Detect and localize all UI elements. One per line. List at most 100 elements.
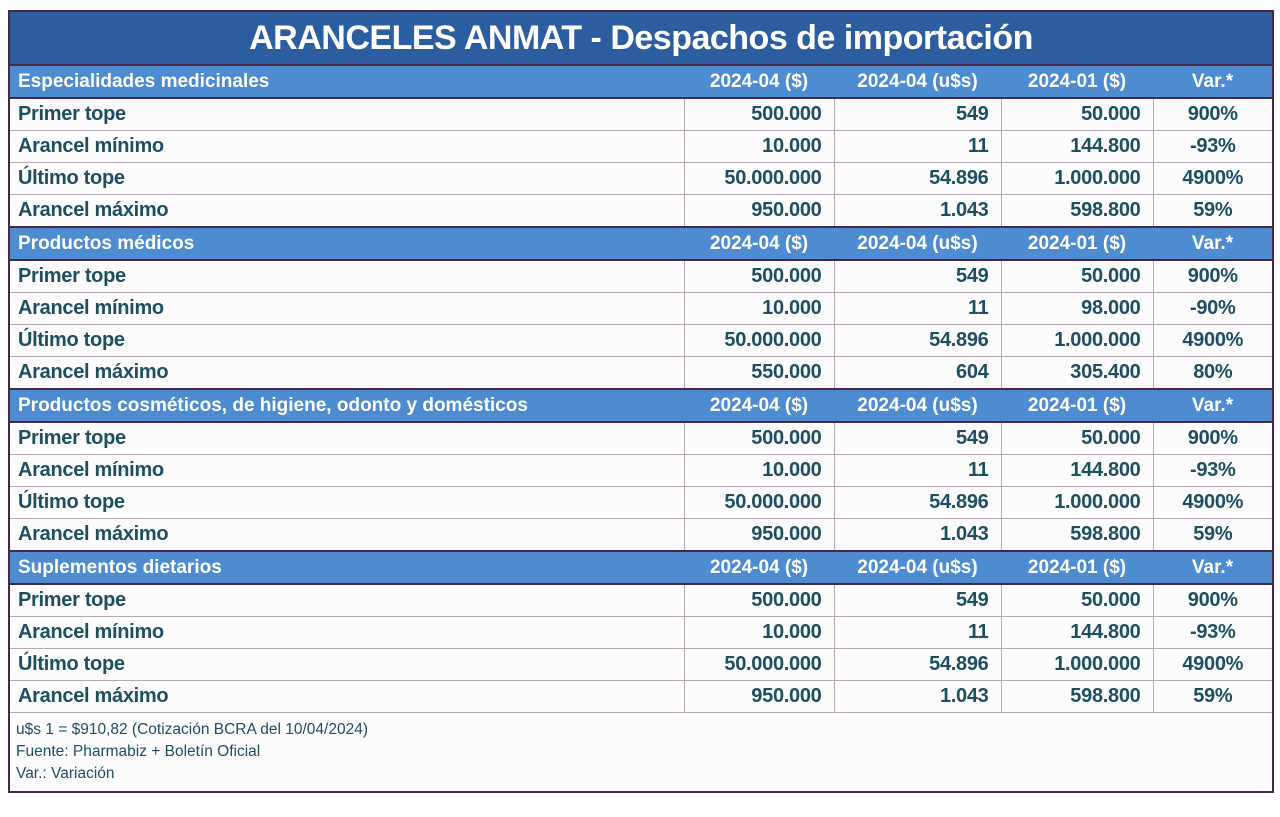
page-title: ARANCELES ANMAT - Despachos de importaci…	[9, 11, 1274, 66]
value-2024-04-ars: 950.000	[683, 680, 834, 713]
value-2024-04-usd: 54.896	[833, 486, 1001, 519]
column-header-2024-01-ars: 2024-01 ($)	[1001, 64, 1153, 99]
section-title: Especialidades medicinales	[9, 64, 684, 99]
value-variation: 4900%	[1152, 486, 1274, 519]
value-2024-04-ars: 50.000.000	[683, 486, 834, 519]
value-2024-04-ars: 500.000	[683, 98, 834, 131]
table-row: Primer tope 500.000 549 50.000 900%	[9, 422, 1274, 455]
value-2024-01-ars: 144.800	[1000, 454, 1153, 487]
footnote-var-definition: Var.: Variación	[16, 765, 115, 782]
value-2024-04-usd: 1.043	[833, 194, 1001, 228]
footnotes: u$s 1 = $910,82 (Cotización BCRA del 10/…	[9, 712, 1274, 792]
table-row: Arancel máximo 550.000 604 305.400 80%	[9, 356, 1274, 390]
column-header-variation: Var.*	[1153, 226, 1274, 261]
value-variation: -93%	[1152, 616, 1274, 649]
value-2024-04-ars: 50.000.000	[683, 162, 834, 195]
value-2024-04-usd: 11	[833, 130, 1001, 163]
value-variation: -93%	[1152, 454, 1274, 487]
value-2024-04-usd: 54.896	[833, 162, 1001, 195]
value-2024-01-ars: 598.800	[1000, 518, 1153, 552]
value-2024-04-ars: 10.000	[683, 292, 834, 325]
title-row: ARANCELES ANMAT - Despachos de importaci…	[9, 11, 1274, 66]
value-2024-04-ars: 500.000	[683, 584, 834, 617]
row-label: Arancel máximo	[9, 680, 684, 713]
value-2024-04-usd: 54.896	[833, 324, 1001, 357]
column-header-variation: Var.*	[1153, 388, 1274, 423]
table-row: Arancel máximo 950.000 1.043 598.800 59%	[9, 194, 1274, 228]
row-label: Arancel mínimo	[9, 616, 684, 649]
value-2024-04-usd: 11	[833, 454, 1001, 487]
row-label: Último tope	[9, 324, 684, 357]
table-row: Arancel mínimo 10.000 11 98.000 -90%	[9, 292, 1274, 325]
column-header-2024-04-ars: 2024-04 ($)	[684, 226, 834, 261]
value-2024-01-ars: 305.400	[1000, 356, 1153, 390]
value-variation: -90%	[1152, 292, 1274, 325]
column-header-2024-01-ars: 2024-01 ($)	[1001, 388, 1153, 423]
value-variation: 900%	[1152, 98, 1274, 131]
value-2024-04-ars: 550.000	[683, 356, 834, 390]
footnote-source: Fuente: Pharmabiz + Boletín Oficial	[16, 743, 261, 760]
value-2024-01-ars: 1.000.000	[1000, 486, 1153, 519]
table-row: Último tope 50.000.000 54.896 1.000.000 …	[9, 162, 1274, 195]
section-header-row: Especialidades medicinales 2024-04 ($) 2…	[9, 64, 1274, 99]
column-header-2024-04-ars: 2024-04 ($)	[684, 388, 834, 423]
column-header-2024-04-usd: 2024-04 (u$s)	[834, 550, 1001, 585]
row-label: Arancel mínimo	[9, 130, 684, 163]
section-title: Productos cosméticos, de higiene, odonto…	[9, 388, 684, 423]
value-2024-01-ars: 50.000	[1000, 584, 1153, 617]
row-label: Primer tope	[9, 422, 684, 455]
value-variation: 900%	[1152, 422, 1274, 455]
value-variation: 59%	[1152, 194, 1274, 228]
row-label: Arancel máximo	[9, 194, 684, 228]
value-variation: 4900%	[1152, 648, 1274, 681]
row-label: Último tope	[9, 648, 684, 681]
footnotes-row: u$s 1 = $910,82 (Cotización BCRA del 10/…	[9, 712, 1274, 792]
value-2024-04-usd: 549	[833, 422, 1001, 455]
section-header-row: Suplementos dietarios 2024-04 ($) 2024-0…	[9, 550, 1274, 585]
value-2024-01-ars: 144.800	[1000, 130, 1153, 163]
value-variation: 900%	[1152, 260, 1274, 293]
column-header-2024-01-ars: 2024-01 ($)	[1001, 226, 1153, 261]
value-2024-01-ars: 50.000	[1000, 422, 1153, 455]
value-variation: -93%	[1152, 130, 1274, 163]
row-label: Arancel máximo	[9, 356, 684, 390]
column-header-2024-04-usd: 2024-04 (u$s)	[834, 64, 1001, 99]
value-2024-01-ars: 1.000.000	[1000, 648, 1153, 681]
row-label: Arancel máximo	[9, 518, 684, 552]
row-label: Primer tope	[9, 584, 684, 617]
column-header-variation: Var.*	[1153, 550, 1274, 585]
row-label: Último tope	[9, 486, 684, 519]
row-label: Último tope	[9, 162, 684, 195]
value-2024-04-ars: 500.000	[683, 260, 834, 293]
table-row: Último tope 50.000.000 54.896 1.000.000 …	[9, 648, 1274, 681]
table-row: Arancel máximo 950.000 1.043 598.800 59%	[9, 680, 1274, 713]
column-header-2024-04-ars: 2024-04 ($)	[684, 550, 834, 585]
value-variation: 80%	[1152, 356, 1274, 390]
row-label: Arancel mínimo	[9, 292, 684, 325]
table-row: Primer tope 500.000 549 50.000 900%	[9, 584, 1274, 617]
section-title: Suplementos dietarios	[9, 550, 684, 585]
value-2024-04-ars: 10.000	[683, 130, 834, 163]
row-label: Primer tope	[9, 260, 684, 293]
value-2024-04-usd: 549	[833, 260, 1001, 293]
value-2024-01-ars: 50.000	[1000, 98, 1153, 131]
table-row: Arancel máximo 950.000 1.043 598.800 59%	[9, 518, 1274, 552]
value-2024-04-ars: 950.000	[683, 518, 834, 552]
value-2024-04-usd: 549	[833, 98, 1001, 131]
value-2024-04-ars: 10.000	[683, 454, 834, 487]
value-2024-04-ars: 10.000	[683, 616, 834, 649]
value-2024-04-ars: 950.000	[683, 194, 834, 228]
value-2024-01-ars: 1.000.000	[1000, 324, 1153, 357]
value-2024-04-ars: 50.000.000	[683, 648, 834, 681]
table-row: Arancel mínimo 10.000 11 144.800 -93%	[9, 454, 1274, 487]
value-variation: 900%	[1152, 584, 1274, 617]
aranceles-table: ARANCELES ANMAT - Despachos de importaci…	[8, 10, 1275, 793]
column-header-2024-04-usd: 2024-04 (u$s)	[834, 226, 1001, 261]
row-label: Arancel mínimo	[9, 454, 684, 487]
value-variation: 59%	[1152, 680, 1274, 713]
value-2024-04-ars: 50.000.000	[683, 324, 834, 357]
value-2024-04-usd: 1.043	[833, 680, 1001, 713]
value-2024-04-usd: 11	[833, 616, 1001, 649]
footnote-exchange-rate: u$s 1 = $910,82 (Cotización BCRA del 10/…	[16, 721, 368, 738]
value-2024-04-usd: 604	[833, 356, 1001, 390]
